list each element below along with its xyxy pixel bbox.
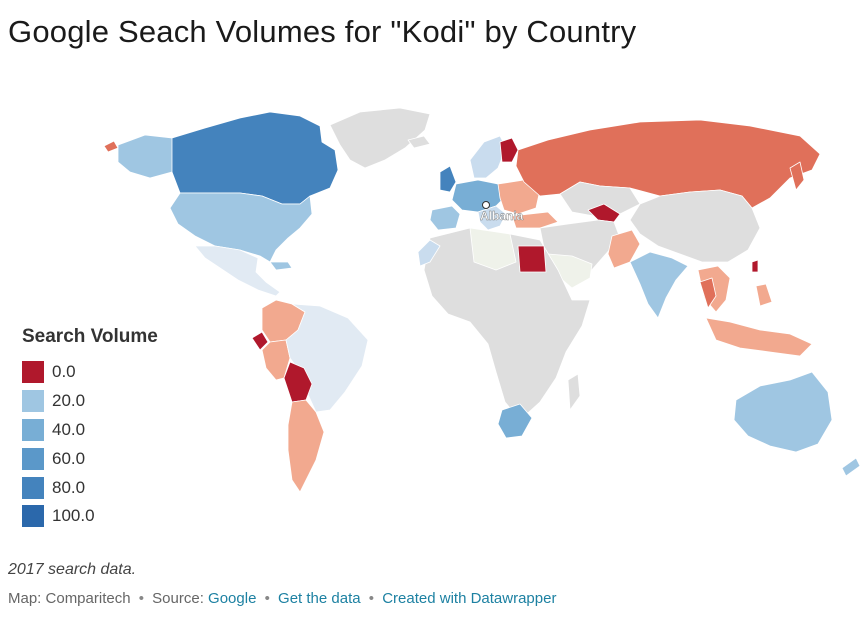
country-italy-balkans[interactable] (477, 205, 507, 231)
country-usa[interactable] (169, 192, 313, 263)
country-caribbean[interactable] (269, 261, 293, 271)
country-taiwan[interactable] (751, 259, 759, 273)
footer-separator: • (138, 590, 144, 607)
country-north-africa[interactable] (469, 227, 517, 271)
legend-label: 20.0 (52, 391, 86, 411)
legend-item: 80.0 (22, 473, 158, 502)
legend-item: 40.0 (22, 416, 158, 445)
country-peru[interactable] (261, 339, 291, 381)
country-iceland[interactable] (407, 135, 431, 149)
legend-title: Search Volume (22, 326, 158, 347)
country-south-africa[interactable] (497, 403, 533, 439)
legend-item: 20.0 (22, 387, 158, 416)
legend-label: 40.0 (52, 419, 86, 439)
country-indonesia[interactable] (705, 317, 813, 357)
country-ecuador[interactable] (251, 331, 269, 351)
country-mexico[interactable] (194, 245, 281, 297)
country-australia[interactable] (733, 371, 833, 453)
world-map: Albania (0, 100, 865, 550)
country-philippines[interactable] (755, 283, 773, 307)
source-link[interactable]: Google (208, 590, 257, 607)
legend-label: 80.0 (52, 477, 86, 497)
legend-label: 60.0 (52, 448, 86, 468)
legend-label: 100.0 (52, 506, 95, 526)
country-canada[interactable] (171, 111, 339, 205)
footer-separator: • (264, 590, 270, 607)
legend-item: 0.0 (22, 358, 158, 387)
country-madagascar[interactable] (567, 373, 581, 411)
country-turkey[interactable] (511, 211, 559, 229)
legend-rows: 0.0 20.0 40.0 60.0 80.0 100.0 (22, 358, 158, 531)
legend-swatch (22, 418, 44, 441)
footer: Map: Comparitech • Source: Google • Get … (8, 590, 556, 607)
country-new-zealand[interactable] (841, 457, 861, 477)
footer-source-label: Source: (152, 590, 204, 607)
country-greenland[interactable] (329, 107, 431, 169)
legend-swatch (22, 361, 44, 384)
country-uzbekistan[interactable] (587, 203, 621, 223)
albania-marker (482, 201, 490, 209)
footer-separator: • (368, 590, 375, 607)
country-thailand[interactable] (699, 277, 717, 309)
legend-item: 100.0 (22, 502, 158, 531)
country-far-east-islands[interactable] (103, 140, 119, 153)
legend-swatch (22, 447, 44, 470)
country-africa[interactable] (423, 227, 591, 421)
footer-prefix: Map: Comparitech (8, 590, 131, 607)
country-uk[interactable] (439, 165, 457, 193)
country-finland[interactable] (499, 137, 519, 163)
created-with-datawrapper-link[interactable]: Created with Datawrapper (382, 590, 557, 607)
legend: Search Volume 0.0 20.0 40.0 60.0 80.0 100.0 (22, 326, 158, 531)
map-title: Google Seach Volumes for "Kodi" by Count… (8, 14, 637, 49)
caption: 2017 search data. (8, 561, 137, 578)
legend-swatch (22, 476, 44, 499)
legend-item: 60.0 (22, 444, 158, 473)
legend-swatch (22, 505, 44, 528)
country-iberia[interactable] (429, 205, 461, 231)
country-argentina[interactable] (287, 399, 325, 493)
legend-label: 0.0 (52, 362, 76, 382)
albania-label: Albania (480, 209, 524, 223)
get-the-data-link[interactable]: Get the data (278, 590, 361, 607)
country-sakhalin[interactable] (789, 161, 805, 191)
country-india[interactable] (629, 251, 689, 319)
country-alaska[interactable] (117, 134, 179, 179)
country-china[interactable] (629, 189, 761, 263)
world-map-svg: Albania (103, 107, 861, 493)
country-morocco[interactable] (417, 239, 441, 267)
country-egypt[interactable] (517, 245, 547, 273)
legend-swatch (22, 390, 44, 413)
